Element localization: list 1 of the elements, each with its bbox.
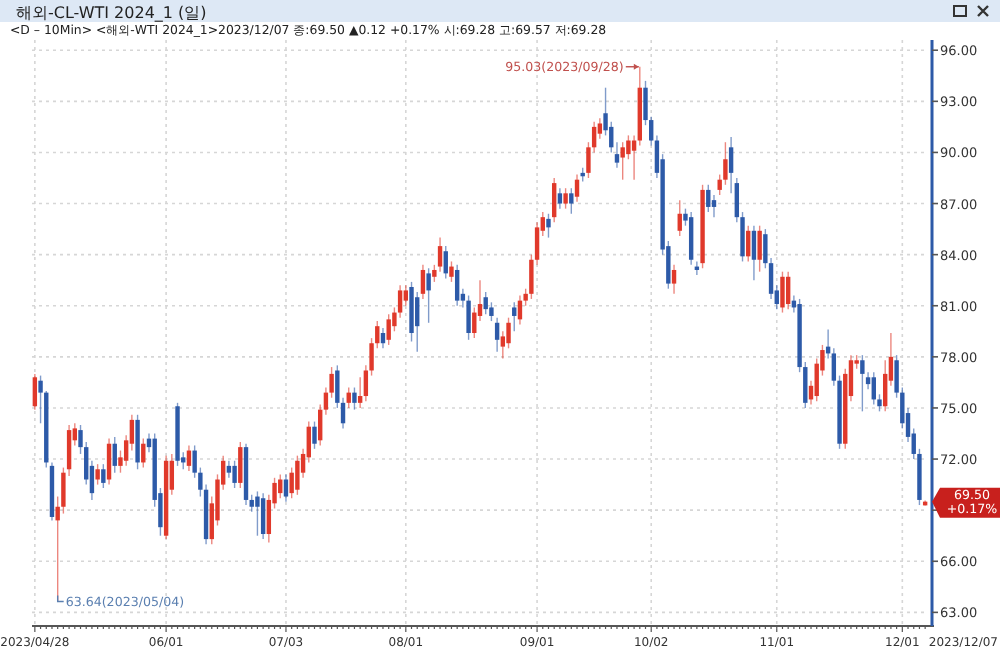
chart-title: 해외-CL-WTI 2024_1 (일) (16, 4, 207, 22)
